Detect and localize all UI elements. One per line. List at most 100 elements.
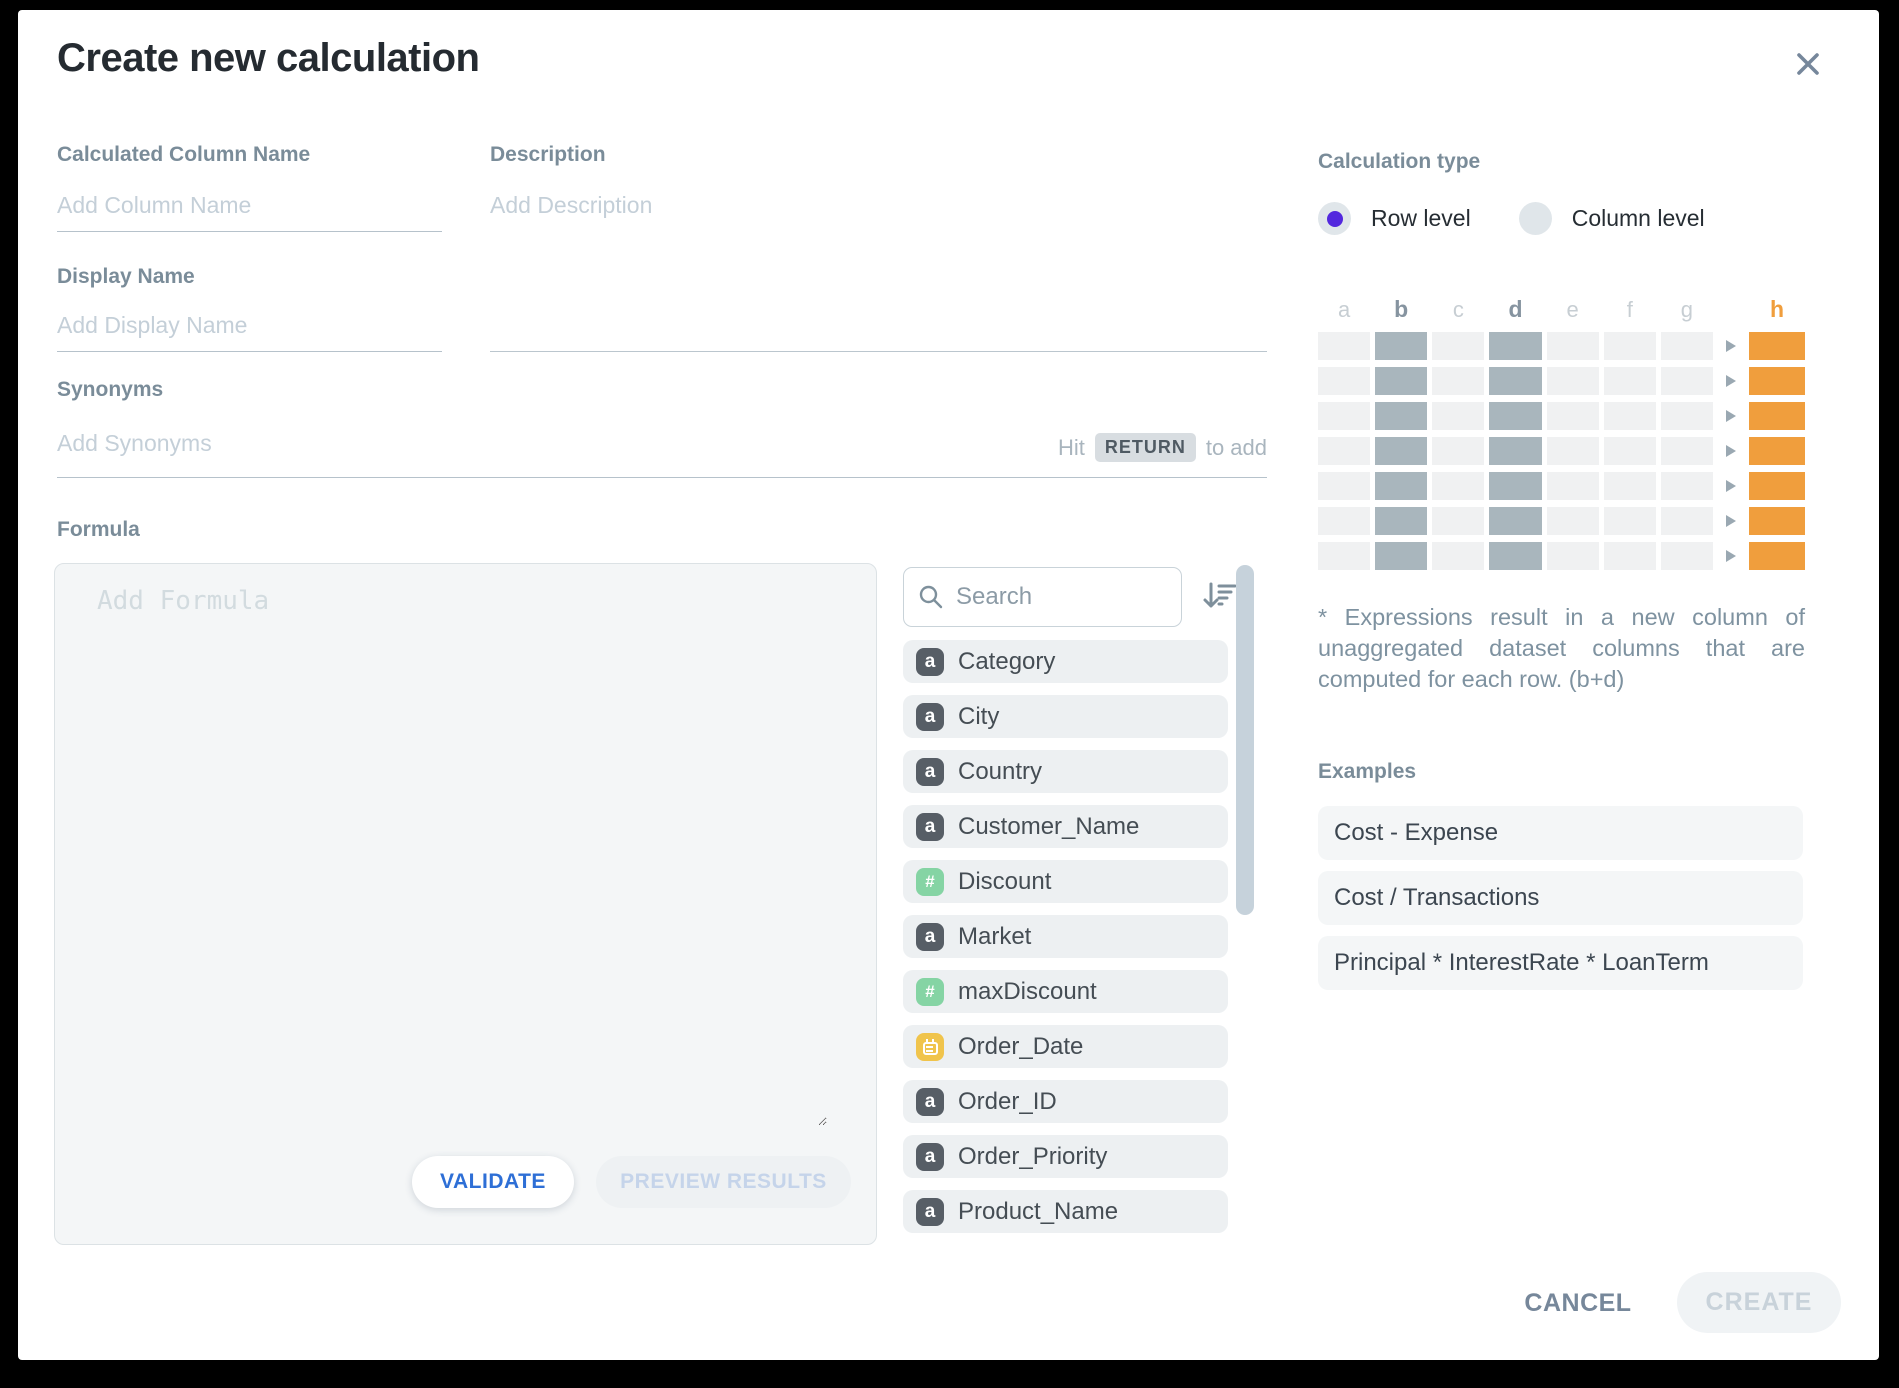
column-list-scrollbar[interactable] [1236, 565, 1254, 915]
table-row [1318, 542, 1805, 570]
column-label: Order_Date [958, 1032, 1084, 1060]
number-column-icon: # [916, 867, 944, 896]
table-cell-b [1375, 507, 1428, 535]
column-item[interactable]: a City [903, 695, 1228, 738]
column-label: Category [958, 647, 1056, 675]
table-cell-result [1748, 437, 1805, 465]
table-cell-a [1318, 437, 1371, 465]
example-formula-chip[interactable]: Cost / Transactions [1318, 871, 1803, 925]
column-level-label[interactable]: Column level [1571, 205, 1705, 231]
column-item[interactable]: # Discount [903, 860, 1228, 903]
table-header-f: f [1626, 297, 1633, 322]
text-column-icon: a [916, 1142, 944, 1171]
row-level-label[interactable]: Row level [1371, 205, 1471, 231]
column-label: Discount [958, 867, 1052, 895]
return-key-badge: RETURN [1094, 433, 1196, 462]
example-formula-chip[interactable]: Cost - Expense [1318, 806, 1803, 860]
table-cell-b [1375, 367, 1428, 395]
preview-results-button[interactable]: PREVIEW RESULTS [596, 1156, 851, 1208]
cancel-button[interactable]: CANCEL [1513, 1282, 1643, 1324]
row-arrow-icon [1718, 480, 1744, 492]
table-cell-result [1748, 507, 1805, 535]
create-button[interactable]: CREATE [1677, 1272, 1841, 1333]
column-list: a Category a City a Country a Customer_Name # Dis… [903, 640, 1228, 1245]
column-item[interactable]: # maxDiscount [903, 970, 1228, 1013]
synonyms-input[interactable] [57, 410, 1267, 478]
table-cell-f [1603, 367, 1656, 395]
table-cell-c [1432, 542, 1485, 570]
search-input[interactable] [956, 583, 1167, 611]
row-level-radio[interactable] [1318, 202, 1351, 235]
sort-button[interactable] [1198, 576, 1242, 620]
formula-input[interactable] [97, 586, 827, 1126]
column-level-radio[interactable] [1518, 202, 1552, 235]
table-cell-f [1603, 332, 1656, 360]
table-cell-result [1748, 402, 1805, 430]
table-cell-d [1489, 507, 1542, 535]
table-header-h: h [1769, 296, 1785, 322]
hint-suffix: to add [1205, 434, 1267, 460]
table-cell-result [1748, 472, 1805, 500]
table-cell-b [1375, 437, 1428, 465]
column-item[interactable]: a Market [903, 915, 1228, 958]
table-cell-c [1432, 402, 1485, 430]
description-input[interactable] [490, 182, 1267, 352]
formula-label: Formula [57, 518, 140, 541]
table-cell-d [1489, 437, 1542, 465]
table-header-b: b [1394, 296, 1409, 322]
column-item[interactable]: a Order_ID [903, 1080, 1228, 1123]
table-row [1318, 402, 1805, 430]
examples-list: Cost - Expense Cost / Transactions Princip… [1318, 806, 1803, 990]
table-cell-f [1603, 507, 1656, 535]
table-cell-g [1660, 507, 1713, 535]
examples-label: Examples [1318, 760, 1417, 783]
row-arrow-icon [1718, 340, 1744, 352]
table-cell-f [1603, 437, 1656, 465]
table-cell-a [1318, 507, 1371, 535]
table-cell-g [1660, 542, 1713, 570]
table-cell-a [1318, 542, 1371, 570]
text-column-icon: a [916, 1087, 944, 1116]
column-name-input[interactable] [57, 180, 442, 232]
table-cell-f [1603, 542, 1656, 570]
text-column-icon: a [916, 922, 944, 951]
table-header-row: a b c d e f g h [1318, 296, 1805, 323]
table-header-e: e [1566, 297, 1579, 322]
table-header-c: c [1452, 297, 1464, 322]
column-item[interactable]: a Customer_Name [903, 805, 1228, 848]
column-label: Order_Priority [958, 1142, 1108, 1170]
synonyms-label: Synonyms [57, 378, 164, 401]
row-arrow-icon [1718, 410, 1744, 422]
table-header-g: g [1680, 297, 1694, 322]
table-cell-d [1489, 542, 1542, 570]
table-cell-c [1432, 437, 1485, 465]
column-item[interactable]: a Order_Priority [903, 1135, 1228, 1178]
table-cell-g [1660, 402, 1713, 430]
table-header-d: d [1508, 296, 1523, 322]
column-item[interactable]: Order_Date [903, 1025, 1228, 1068]
table-cell-g [1660, 472, 1713, 500]
column-label: Product_Name [958, 1197, 1119, 1225]
column-label: Order_ID [958, 1087, 1057, 1115]
date-column-icon [916, 1032, 944, 1061]
table-cell-a [1318, 367, 1371, 395]
column-item[interactable]: a Country [903, 750, 1228, 793]
example-formula-chip[interactable]: Principal * InterestRate * LoanTerm [1318, 936, 1803, 990]
table-cell-e [1546, 507, 1599, 535]
table-cell-b [1375, 402, 1428, 430]
radio-selected-dot [1326, 210, 1343, 227]
row-level-table-graphic: a b c d e f g h [1318, 296, 1805, 577]
synonyms-hint: Hit RETURN to add [1058, 433, 1267, 462]
close-button[interactable] [1786, 42, 1830, 86]
column-item[interactable]: a Category [903, 640, 1228, 683]
table-cell-e [1546, 332, 1599, 360]
table-cell-e [1546, 542, 1599, 570]
row-arrow-icon [1718, 515, 1744, 527]
column-label: Customer_Name [958, 812, 1140, 840]
display-name-label: Display Name [57, 265, 195, 288]
text-column-icon: a [916, 1197, 944, 1226]
display-name-input[interactable] [57, 300, 442, 352]
column-item[interactable]: a Product_Name [903, 1190, 1228, 1233]
table-cell-a [1318, 332, 1371, 360]
validate-button[interactable]: VALIDATE [412, 1156, 574, 1208]
